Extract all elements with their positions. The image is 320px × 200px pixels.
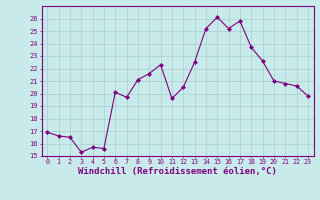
X-axis label: Windchill (Refroidissement éolien,°C): Windchill (Refroidissement éolien,°C)	[78, 167, 277, 176]
